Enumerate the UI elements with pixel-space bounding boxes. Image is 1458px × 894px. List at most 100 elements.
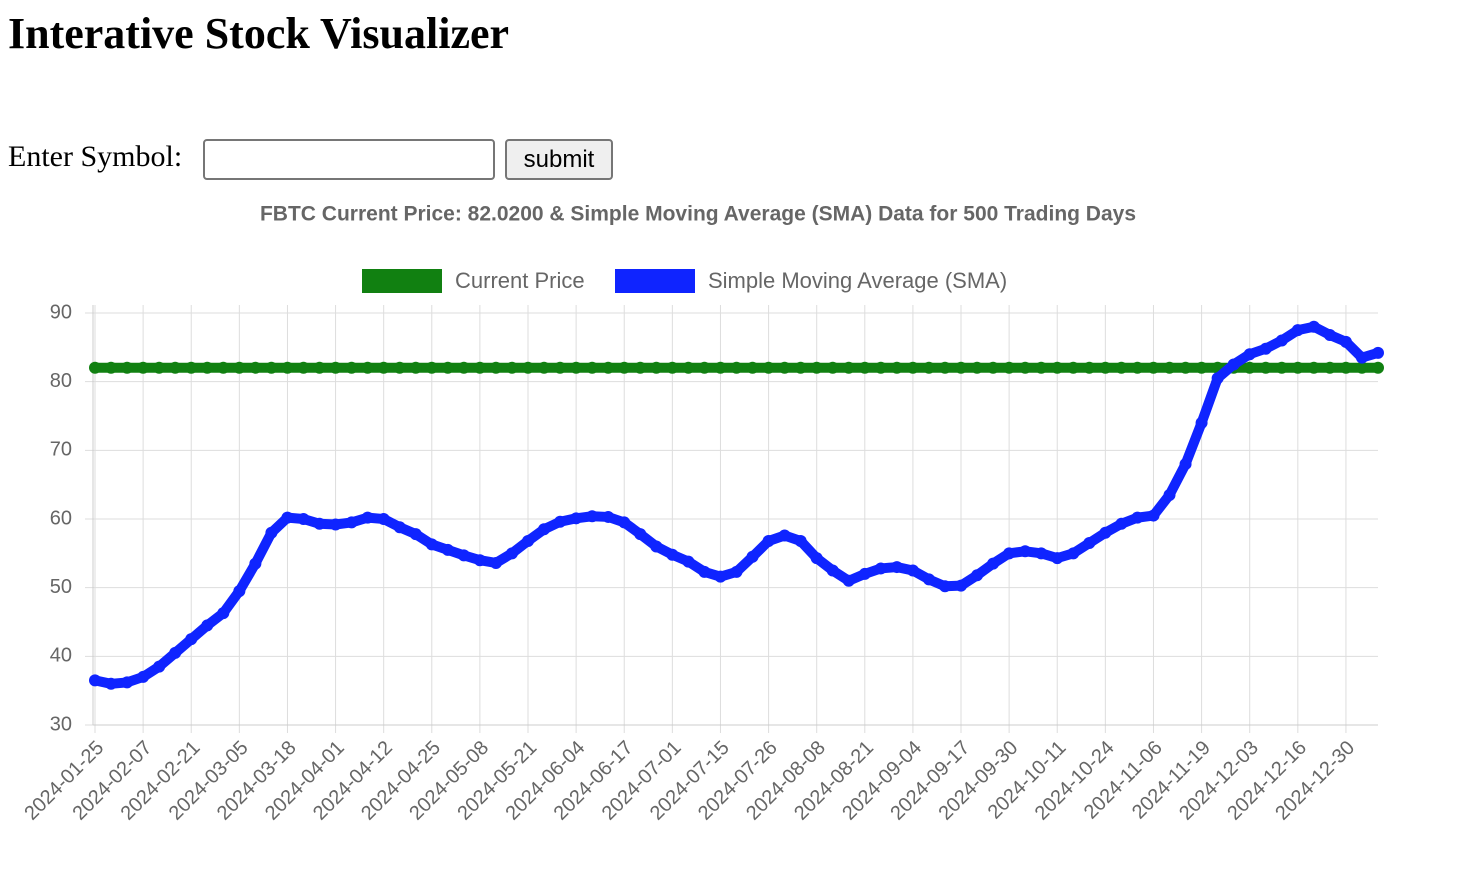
data-point [1083,361,1096,374]
data-point [1099,361,1112,374]
data-point [281,361,294,374]
data-point [586,510,599,523]
data-point [1259,361,1272,374]
data-point [810,361,823,374]
data-point [522,534,535,547]
data-point [297,513,310,525]
data-point [1227,358,1240,371]
data-point [554,515,567,528]
data-point [826,564,839,577]
data-point [1275,334,1288,347]
data-point [730,565,743,578]
data-point [1195,416,1208,429]
data-point [137,361,150,374]
data-point [361,361,374,374]
data-point [682,361,695,374]
data-point [971,569,984,582]
data-point [137,670,150,683]
y-tick-label: 90 [50,301,72,323]
data-point [1323,328,1336,341]
data-point [249,557,262,570]
data-point [505,547,518,560]
symbol-input[interactable] [203,139,495,180]
data-point [1083,537,1096,550]
data-point [1163,488,1176,501]
data-point [313,361,326,374]
submit-button[interactable]: submit [505,139,613,180]
legend-swatch [362,269,442,293]
data-point [1051,361,1064,374]
data-point [473,361,486,374]
data-point [842,361,855,374]
data-point [714,570,727,583]
data-point [505,361,518,374]
data-point [1372,361,1384,374]
data-point [249,361,262,374]
data-point [666,548,679,561]
data-point [105,677,118,690]
chart-title: FBTC Current Price: 82.0200 & Simple Mov… [260,203,1136,226]
data-point [522,361,535,374]
data-point [778,361,791,374]
data-point [1003,361,1016,374]
data-point [105,361,118,374]
data-point [1195,361,1208,374]
data-point [441,543,454,556]
data-point [1115,361,1128,374]
data-point [955,361,968,374]
data-point [922,361,935,374]
data-point [409,361,422,374]
data-point [1243,361,1256,374]
data-point [922,573,935,586]
data-point [938,361,951,374]
data-point [1355,351,1368,364]
data-point [1035,547,1048,560]
data-point [185,633,198,646]
data-point [1275,361,1288,374]
data-point [538,361,551,374]
y-tick-label: 70 [50,439,72,461]
data-point [1291,324,1304,337]
data-point [217,361,230,374]
data-point [153,361,166,374]
symbol-label: Enter Symbol: [8,140,183,173]
data-point [778,529,791,542]
data-point [457,549,470,562]
data-point [393,361,406,374]
data-point [987,361,1000,374]
data-point [1147,509,1160,522]
y-tick-label: 40 [50,645,72,667]
y-tick-label: 50 [50,576,72,598]
data-point [698,565,711,578]
data-point [1307,320,1320,333]
data-point [890,361,903,374]
data-point [409,528,422,541]
data-point [1211,372,1224,385]
data-point [377,361,390,374]
data-point [554,361,567,374]
data-point [1019,361,1032,374]
data-point [1355,361,1368,374]
data-point [1035,361,1048,374]
data-point [762,361,775,374]
data-point [906,564,919,577]
data-point [842,574,855,587]
data-point [1243,348,1256,361]
data-point [602,361,615,374]
data-point [762,534,775,547]
data-point [906,361,919,374]
data-point [666,361,679,374]
data-point [1339,361,1352,374]
data-point [377,513,390,525]
data-point [345,361,358,374]
data-point [329,361,342,374]
data-point [987,557,1000,570]
data-point [650,540,663,553]
data-point [1372,346,1384,359]
data-point [955,579,968,592]
data-point [121,361,134,374]
legend-label: Simple Moving Average (SMA) [708,268,1007,293]
data-point [634,361,647,374]
legend-label: Current Price [455,268,585,293]
